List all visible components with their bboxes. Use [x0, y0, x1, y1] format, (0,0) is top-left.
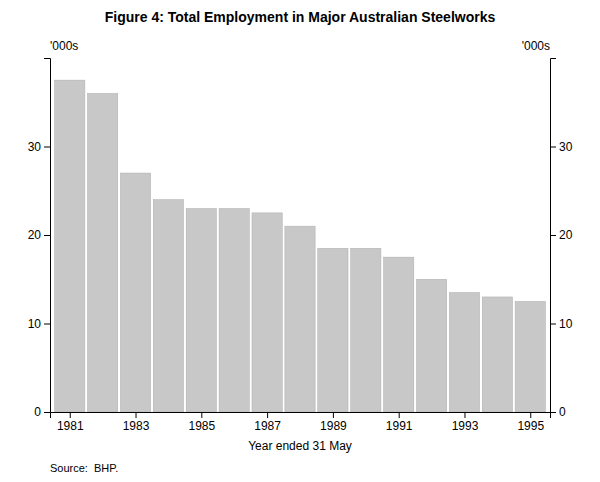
bar: [416, 279, 446, 412]
tick: 0: [550, 405, 566, 419]
tick: 1989: [320, 412, 347, 433]
x-axis: 1981 1983 1985 1987 1989 1991 1993 1995: [51, 412, 551, 433]
tick-label: 1995: [517, 419, 544, 433]
tick-label: 1987: [254, 419, 281, 433]
tick-mark: [44, 324, 50, 325]
tick-label: 1991: [386, 419, 413, 433]
tick-label: 0: [34, 405, 41, 419]
tick: 1993: [452, 412, 479, 433]
bar: [252, 213, 282, 412]
y-axis: 0 10 20 30: [28, 59, 51, 420]
tick-label: 30: [559, 140, 573, 154]
bar: [482, 297, 512, 412]
y2-axis-label: '000s: [522, 39, 550, 53]
tick: 1987: [254, 412, 281, 433]
tick-mark: [530, 412, 531, 418]
chart: 1981198319851987198919911993199501020300…: [0, 0, 600, 482]
axis-line: [44, 59, 51, 413]
tick: 0: [34, 405, 50, 419]
tick-mark: [399, 412, 400, 418]
bar: [515, 301, 545, 412]
tick-mark: [201, 412, 202, 418]
x-axis-label: Year ended 31 May: [248, 439, 352, 453]
tick-mark: [70, 412, 71, 418]
tick-mark: [464, 412, 465, 418]
tick: 1985: [188, 412, 215, 433]
tick-mark: [44, 412, 50, 413]
tick-mark: [267, 412, 268, 418]
tick-label: 10: [28, 317, 42, 331]
tick-mark: [550, 147, 556, 148]
bar: [186, 208, 216, 412]
tick: 1983: [123, 412, 150, 433]
tick: 30: [28, 140, 50, 154]
plot-area: [55, 80, 546, 412]
bar: [351, 248, 381, 412]
tick-label: 20: [28, 228, 42, 242]
tick-mark: [550, 235, 556, 236]
bar: [384, 257, 414, 412]
tick-mark: [44, 235, 50, 236]
tick-label: 10: [559, 317, 573, 331]
y-axis-label: '000s: [50, 39, 78, 53]
axis-line: [551, 59, 557, 413]
tick: 10: [28, 317, 50, 331]
source-note: Source: BHP.: [50, 462, 118, 474]
tick: 20: [28, 228, 50, 242]
bar: [153, 200, 183, 412]
tick-label: 1981: [57, 419, 84, 433]
title: Figure 4: Total Employment in Major Aust…: [105, 9, 496, 25]
tick-label: 1993: [452, 419, 479, 433]
tick: 1995: [517, 412, 544, 433]
tick-label: 0: [559, 405, 566, 419]
tick-mark: [550, 412, 556, 413]
bar: [120, 173, 150, 412]
tick-label: 1985: [188, 419, 215, 433]
bar: [88, 93, 118, 412]
tick: 1981: [57, 412, 84, 433]
y2-axis: 0 10 20 30: [550, 59, 573, 420]
tick: 20: [550, 228, 573, 242]
tick-label: 30: [28, 140, 42, 154]
tick-mark: [550, 324, 556, 325]
tick-mark: [44, 147, 50, 148]
tick-mark: [333, 412, 334, 418]
bar: [449, 293, 479, 412]
tick-mark: [136, 412, 137, 418]
tick-label: 1983: [123, 419, 150, 433]
tick-label: 20: [559, 228, 573, 242]
tick: 1991: [386, 412, 413, 433]
tick-label: 1989: [320, 419, 347, 433]
axis-line: [51, 413, 551, 419]
tick: 10: [550, 317, 573, 331]
tick: 30: [550, 140, 573, 154]
bar: [285, 226, 315, 412]
bar: [219, 208, 249, 412]
bar: [55, 80, 85, 412]
bar: [318, 248, 348, 412]
